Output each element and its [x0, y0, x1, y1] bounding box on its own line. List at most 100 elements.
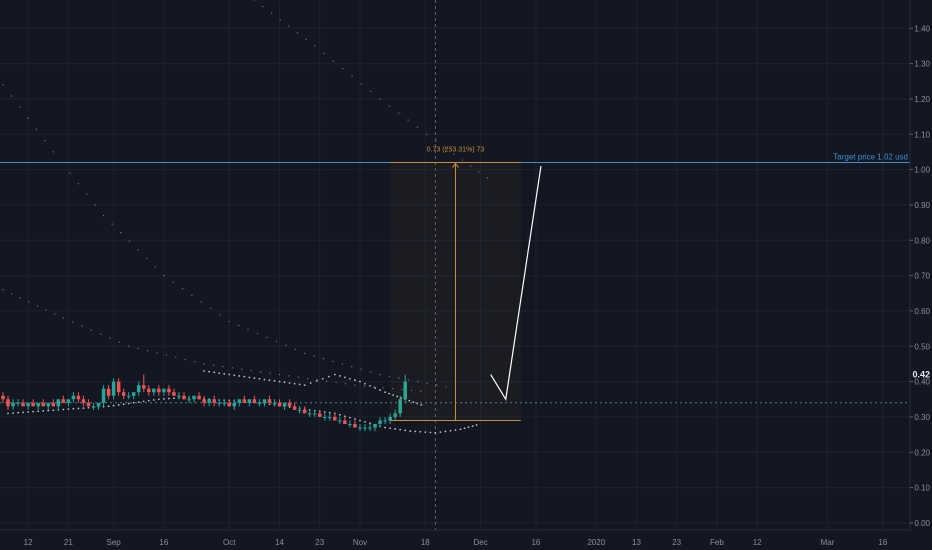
support-dot	[268, 403, 271, 406]
projection-line[interactable]	[490, 165, 542, 401]
candle-down	[242, 399, 247, 403]
candle-up	[26, 402, 30, 407]
support-dot	[429, 431, 432, 434]
time-tick-label: 16	[878, 538, 887, 547]
curve-dot	[127, 345, 130, 347]
resistance-dot	[213, 371, 216, 374]
candle-down	[86, 402, 91, 407]
candle-up	[257, 402, 262, 404]
candle-down	[1, 395, 5, 400]
curve-dot	[36, 305, 39, 307]
candle-down	[353, 424, 357, 428]
candle-up	[207, 399, 211, 403]
candle-down	[41, 402, 45, 407]
price-tick-label: 1.20	[914, 95, 930, 104]
curve-dot	[10, 293, 13, 295]
projection-path[interactable]	[490, 165, 542, 401]
support-dot	[147, 399, 150, 402]
candle-down	[202, 399, 206, 403]
price-tick-label: 0.80	[914, 236, 930, 245]
price-axis-background	[910, 0, 932, 550]
candle-down	[343, 420, 347, 424]
price-axis[interactable]: 0.00 0.10 0.20 0.30 0.40 0.50 0.60 0.70 0.80 0.90…	[909, 0, 932, 550]
curve-dot	[363, 385, 366, 387]
candle-up	[11, 402, 15, 407]
support-dot	[168, 397, 170, 400]
curve-dot	[209, 307, 212, 310]
curve-dot	[212, 364, 215, 366]
candle-up	[312, 413, 317, 415]
candle-up	[56, 399, 61, 407]
support-dot	[107, 405, 110, 408]
candle-up	[383, 420, 387, 422]
candle-down	[172, 392, 176, 396]
curve-dot	[270, 12, 273, 14]
curve-dot	[342, 67, 344, 70]
curve-dot	[360, 368, 362, 370]
candle-down	[147, 388, 151, 393]
curve-dot	[417, 380, 419, 383]
support-dot	[323, 411, 326, 413]
resistance-dot	[333, 373, 336, 376]
candle-up	[66, 399, 71, 403]
support-dot	[384, 426, 386, 429]
support-dot	[72, 407, 75, 410]
resistance-dot	[374, 387, 376, 389]
candle-up	[363, 427, 367, 429]
curve-dot	[175, 356, 177, 359]
resistance-dot	[388, 392, 391, 395]
curve-dot	[305, 38, 307, 41]
candle-up	[192, 395, 196, 400]
price-tick-label: 1.00	[914, 166, 930, 175]
support-dot	[349, 416, 351, 419]
candle-up	[131, 392, 136, 396]
curve-dot	[69, 172, 71, 174]
curve-dot	[52, 151, 54, 153]
support-dot	[399, 428, 402, 431]
candle-up	[101, 388, 106, 403]
curve-dot	[237, 324, 240, 327]
curve-dot	[71, 321, 74, 323]
candle-down	[61, 399, 66, 403]
curve-dot	[184, 358, 186, 361]
measure-tool[interactable]: 0.73 (253.31%) 73	[390, 147, 521, 421]
price-tick-label: 0.40	[914, 378, 930, 387]
candle-down	[116, 381, 121, 393]
time-tick-label: 23	[672, 538, 681, 547]
measure-label: 0.73 (253.31%) 73	[427, 147, 485, 154]
curve-dot	[256, 332, 259, 335]
support-dot	[17, 411, 19, 414]
curve-dot	[288, 375, 290, 377]
resistance-dot	[283, 381, 286, 384]
resistance-dot	[233, 374, 236, 377]
curve-dot	[154, 266, 156, 268]
curve-dot	[44, 140, 46, 142]
curve-dot	[407, 119, 409, 121]
candle-down	[6, 399, 10, 407]
curve-dot	[35, 128, 38, 131]
candle-down	[212, 399, 216, 403]
support-dot	[142, 400, 145, 403]
candle-up	[282, 402, 287, 407]
curve-dot	[416, 126, 419, 128]
curve-dot	[351, 365, 353, 368]
time-axis[interactable]: 12 21 Sep 16 Oct 14 23 Nov 18 Dec 16 2020 13 23 Feb 12 M…	[0, 529, 932, 550]
curve-dot	[307, 377, 309, 380]
support-dot	[152, 399, 155, 401]
candle-up	[297, 409, 302, 411]
resistance-dot	[359, 380, 361, 383]
curve-dot	[388, 105, 391, 107]
curve-dot	[294, 348, 296, 351]
resistance-dot	[218, 372, 221, 375]
candle-down	[287, 402, 292, 407]
support-dot	[112, 404, 115, 407]
resistance-dot	[408, 399, 411, 402]
resistance-dot	[223, 372, 226, 375]
time-tick-label: 16	[159, 538, 168, 547]
curve-dot	[478, 171, 480, 173]
curve-dot	[410, 389, 413, 392]
support-dot	[434, 431, 437, 434]
curve-dot	[426, 382, 428, 385]
curve-dot	[314, 45, 316, 47]
